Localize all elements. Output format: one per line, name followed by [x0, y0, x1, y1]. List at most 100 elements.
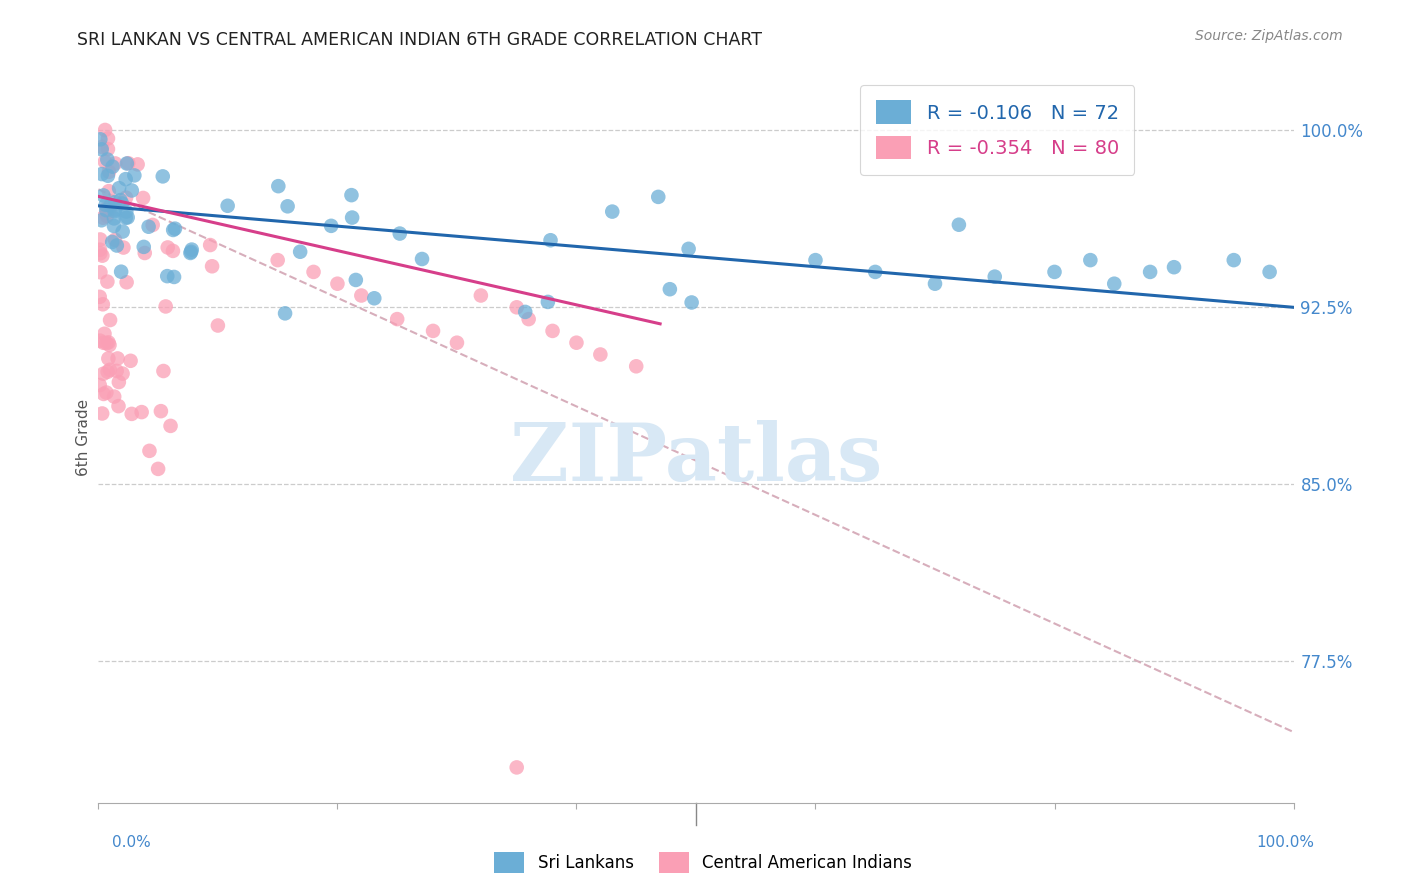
Point: [96, 202, 118, 216]
Point: [108, 375, 131, 389]
Point: [115, 275, 138, 289]
Point: [156, 269, 179, 284]
Point: [98, 338, 121, 352]
Point: [93, 335, 115, 350]
Point: [149, 404, 172, 418]
Legend: Sri Lankans, Central American Indians: Sri Lankans, Central American Indians: [488, 846, 918, 880]
Point: [340, 211, 363, 225]
Point: [96, 209, 118, 223]
Point: [156, 240, 179, 254]
Point: [350, 288, 373, 302]
Point: [97, 351, 120, 366]
Point: [155, 300, 177, 314]
Point: [90, 213, 112, 227]
Text: ZIPatlas: ZIPatlas: [510, 420, 882, 498]
Point: [124, 169, 146, 183]
Point: [94, 123, 117, 137]
Point: [89, 290, 111, 304]
Point: [626, 359, 648, 374]
Point: [152, 169, 174, 184]
Point: [385, 312, 409, 326]
Point: [948, 218, 970, 232]
Point: [647, 190, 669, 204]
Point: [97, 184, 120, 198]
Point: [138, 443, 160, 458]
Point: [179, 246, 201, 260]
Point: [207, 318, 229, 333]
Point: [565, 335, 588, 350]
Point: [104, 204, 127, 219]
Point: [108, 181, 131, 195]
Point: [96, 385, 118, 400]
Y-axis label: 6th Grade: 6th Grade: [76, 399, 91, 475]
Point: [142, 218, 165, 232]
Point: [89, 378, 111, 392]
Point: [104, 195, 127, 210]
Text: 100.0%: 100.0%: [1257, 836, 1315, 850]
Point: [163, 269, 186, 284]
Point: [865, 265, 887, 279]
Point: [107, 399, 129, 413]
Point: [98, 165, 121, 179]
Point: [104, 202, 127, 217]
Point: [111, 225, 134, 239]
Point: [388, 227, 411, 241]
Text: Source: ZipAtlas.com: Source: ZipAtlas.com: [1195, 29, 1343, 43]
Point: [94, 154, 117, 169]
Point: [1080, 253, 1102, 268]
Point: [180, 244, 202, 259]
Point: [89, 246, 111, 260]
Point: [101, 160, 124, 174]
Point: [541, 324, 564, 338]
Point: [91, 249, 114, 263]
Point: [105, 364, 128, 378]
Point: [131, 405, 153, 419]
Point: [1043, 265, 1066, 279]
Text: SRI LANKAN VS CENTRAL AMERICAN INDIAN 6TH GRADE CORRELATION CHART: SRI LANKAN VS CENTRAL AMERICAN INDIAN 6T…: [77, 31, 762, 49]
Point: [111, 367, 134, 381]
Point: [93, 188, 115, 202]
Point: [201, 260, 224, 274]
Point: [103, 390, 125, 404]
Point: [91, 211, 114, 225]
Point: [146, 462, 169, 476]
Point: [517, 312, 540, 326]
Point: [589, 347, 612, 361]
Point: [302, 265, 325, 279]
Point: [267, 253, 290, 268]
Point: [277, 199, 299, 213]
Point: [104, 156, 127, 170]
Point: [121, 184, 143, 198]
Point: [121, 407, 143, 421]
Point: [101, 235, 124, 249]
Point: [103, 219, 125, 233]
Point: [91, 407, 114, 421]
Legend: R = -0.106   N = 72, R = -0.354   N = 80: R = -0.106 N = 72, R = -0.354 N = 80: [860, 85, 1135, 175]
Point: [111, 196, 134, 211]
Point: [537, 294, 560, 309]
Point: [97, 365, 120, 379]
Point: [89, 265, 111, 279]
Point: [104, 233, 127, 247]
Point: [681, 295, 703, 310]
Point: [506, 760, 529, 774]
Point: [97, 169, 120, 183]
Point: [1163, 260, 1185, 275]
Point: [110, 193, 132, 207]
Point: [93, 387, 115, 401]
Point: [134, 246, 156, 260]
Point: [96, 336, 118, 351]
Point: [117, 211, 139, 225]
Point: [217, 199, 239, 213]
Point: [132, 191, 155, 205]
Point: [120, 353, 142, 368]
Point: [91, 140, 114, 154]
Point: [1104, 277, 1126, 291]
Point: [96, 153, 118, 167]
Point: [152, 364, 174, 378]
Point: [94, 198, 117, 212]
Point: [97, 335, 120, 350]
Point: [89, 243, 111, 257]
Point: [198, 238, 221, 252]
Point: [600, 204, 623, 219]
